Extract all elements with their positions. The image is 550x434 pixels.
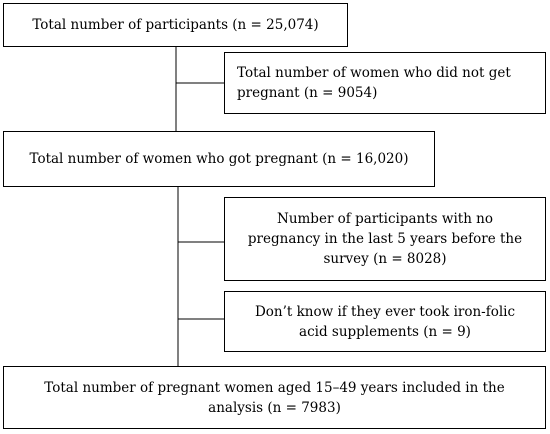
box-dont-know-ifa-text: Don’t know if they ever took iron-folic … (254, 303, 516, 340)
box-got-pregnant-text: Total number of women who got pregnant (… (29, 151, 409, 167)
box-total-participants-text: Total number of participants (n = 25,074… (32, 17, 319, 33)
box-not-pregnant: Total number of women who did not get pr… (224, 52, 546, 114)
box-not-pregnant-text: Total number of women who did not get pr… (237, 65, 511, 101)
box-no-pregnancy-last5: Number of participants with no pregnancy… (224, 197, 546, 281)
box-no-pregnancy-last5-text: Number of participants with no pregnancy… (247, 211, 523, 267)
box-got-pregnant: Total number of women who got pregnant (… (3, 131, 435, 187)
box-total-participants: Total number of participants (n = 25,074… (3, 3, 348, 47)
box-included: Total number of pregnant women aged 15–4… (3, 366, 546, 429)
box-included-text: Total number of pregnant women aged 15–4… (44, 379, 505, 416)
box-dont-know-ifa: Don’t know if they ever took iron-folic … (224, 291, 546, 352)
